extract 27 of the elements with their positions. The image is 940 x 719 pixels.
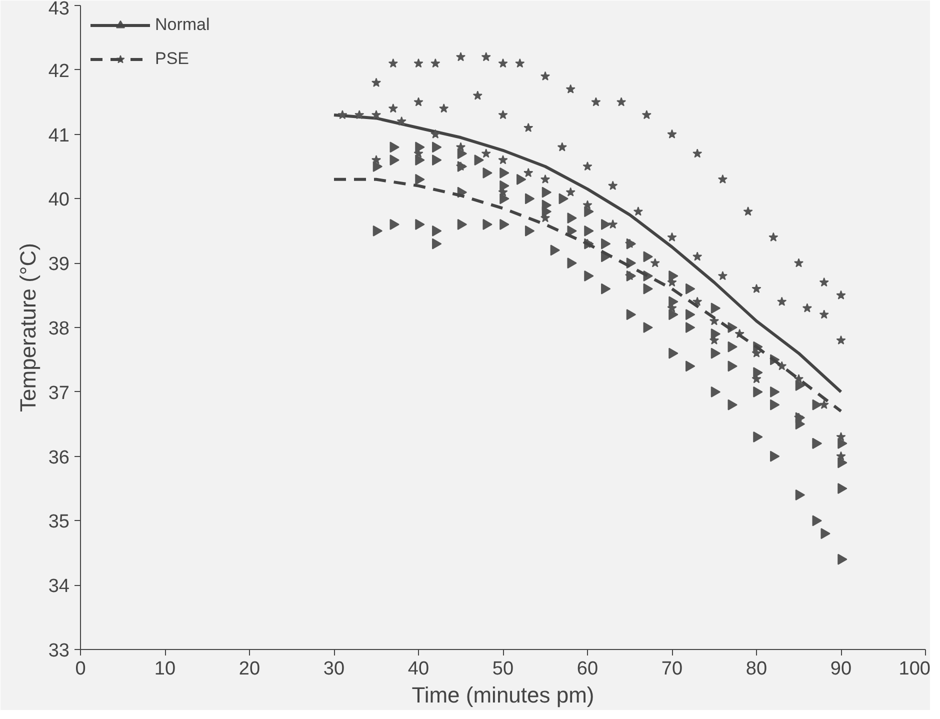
y-tick-label: 37 bbox=[48, 382, 70, 404]
x-tick-label: 60 bbox=[576, 658, 598, 680]
x-tick-label: 10 bbox=[154, 658, 176, 680]
y-tick-label: 40 bbox=[48, 190, 70, 211]
x-axis-title: Time (minutes pm) bbox=[412, 682, 594, 708]
x-tick-label: 100 bbox=[898, 658, 930, 680]
y-tick-label: 42 bbox=[48, 60, 70, 82]
x-tick-label: 30 bbox=[323, 658, 345, 680]
y-tick-label: 35 bbox=[48, 512, 70, 533]
x-tick-label: 50 bbox=[492, 658, 514, 680]
x-tick-label: 80 bbox=[746, 658, 768, 680]
line-series bbox=[332, 178, 842, 413]
x-tick-label: 20 bbox=[238, 658, 260, 680]
x-tick-label: 40 bbox=[408, 658, 430, 680]
y-tick-label: 41 bbox=[48, 125, 70, 146]
x-tick-label: 90 bbox=[830, 658, 852, 680]
y-tick-label: 39 bbox=[48, 254, 70, 276]
y-tick-label: 34 bbox=[48, 576, 70, 598]
y-tick-label: 43 bbox=[48, 0, 70, 20]
x-tick-label: 70 bbox=[661, 658, 683, 680]
legend-label: Normal bbox=[155, 15, 210, 35]
x-tick-label: 0 bbox=[75, 658, 86, 680]
y-axis-title: Temperature (°C) bbox=[15, 243, 40, 412]
y-tick-label: 38 bbox=[48, 318, 70, 340]
y-tick-label: 33 bbox=[48, 640, 70, 662]
y-tick-label: 36 bbox=[48, 447, 70, 468]
legend-label: PSE bbox=[155, 49, 190, 69]
